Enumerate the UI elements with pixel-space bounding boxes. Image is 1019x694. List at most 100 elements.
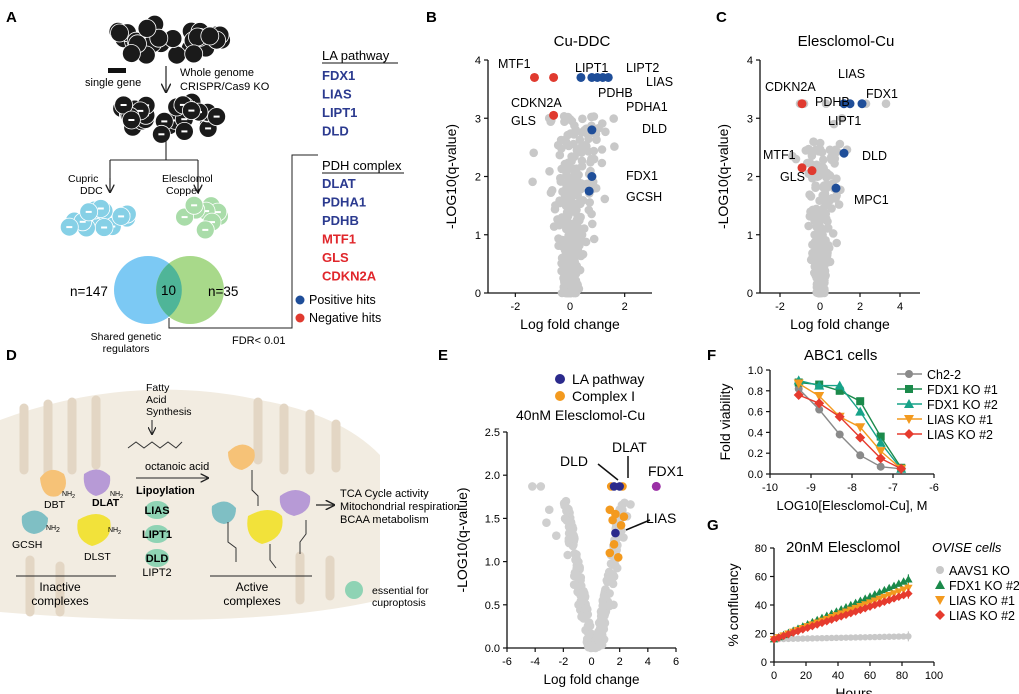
data-point bbox=[789, 628, 798, 637]
panel-label-f: F bbox=[707, 347, 716, 364]
dld-blob bbox=[145, 549, 169, 567]
background-gene-point bbox=[529, 148, 538, 158]
y-axis-label: -LOG10(q-value) bbox=[715, 124, 731, 229]
data-point bbox=[904, 399, 914, 408]
data-point bbox=[818, 634, 826, 642]
data-point bbox=[814, 392, 825, 401]
legend-label: LIAS KO #1 bbox=[927, 413, 993, 427]
positive-hit-point bbox=[831, 183, 841, 193]
cell bbox=[110, 23, 129, 43]
inactive-label-2: complexes bbox=[31, 594, 88, 608]
data-point bbox=[823, 634, 830, 642]
background-gene-point bbox=[566, 237, 575, 246]
y-axis-label: -LOG10(q-value) bbox=[443, 124, 459, 229]
cell-ko-mark bbox=[205, 127, 212, 130]
y-tick-label: 20 bbox=[755, 629, 767, 641]
cell-ko-mark bbox=[128, 119, 135, 121]
background-gene-point bbox=[808, 251, 818, 261]
lipoyl-arms bbox=[227, 470, 307, 569]
background-gene-point bbox=[828, 229, 838, 238]
y-tick-label: 0 bbox=[761, 657, 767, 669]
legend-label: LA pathway bbox=[572, 371, 644, 387]
background-gene-point bbox=[827, 204, 836, 213]
fatty-label-3: Synthesis bbox=[146, 406, 192, 418]
y-tick-label: 0.5 bbox=[485, 600, 500, 612]
dld-leader bbox=[597, 463, 619, 481]
complex-i-point bbox=[609, 540, 619, 549]
background-gene-point bbox=[598, 601, 607, 611]
shared-label-1: Shared genetic bbox=[91, 331, 162, 343]
octanoic-chain bbox=[127, 441, 183, 449]
data-point bbox=[885, 583, 894, 592]
background-gene-point bbox=[589, 112, 599, 121]
cell-cluster-ko bbox=[112, 92, 227, 144]
x-tick-label: 2 bbox=[617, 656, 623, 668]
data-point bbox=[875, 587, 884, 596]
cell bbox=[137, 18, 157, 38]
legend-label: LIAS KO #2 bbox=[927, 428, 993, 442]
nh2-label-gcsh: NH bbox=[46, 525, 56, 532]
x-tick-label: 6 bbox=[673, 656, 679, 668]
legend-label: LIAS KO #1 bbox=[949, 594, 1015, 608]
x-tick-label: 4 bbox=[897, 301, 903, 313]
y-tick-label: 2 bbox=[747, 172, 753, 184]
cell-ko-mark bbox=[214, 211, 221, 214]
background-gene-point bbox=[566, 527, 576, 537]
data-point bbox=[835, 386, 844, 395]
legend-label: Ch2-2 bbox=[927, 368, 961, 382]
background-gene-point bbox=[881, 99, 891, 108]
lias-blob bbox=[145, 501, 169, 519]
x-tick-label: 2 bbox=[857, 301, 863, 313]
data-point bbox=[894, 579, 903, 587]
dlat-protein bbox=[83, 469, 111, 496]
background-gene-point bbox=[605, 601, 614, 611]
background-gene-point bbox=[586, 158, 595, 167]
data-point bbox=[834, 380, 845, 390]
active-complexes bbox=[211, 444, 311, 569]
dld-label: DLD bbox=[560, 453, 588, 469]
background-gene-point bbox=[569, 277, 578, 286]
data-point bbox=[834, 411, 845, 422]
background-gene-point bbox=[564, 505, 573, 514]
x-tick-label: -10 bbox=[762, 482, 778, 494]
background-gene-point bbox=[818, 183, 828, 192]
gene-neg-gls: GLS bbox=[322, 250, 349, 265]
background-gene-point bbox=[561, 201, 571, 211]
data-point bbox=[835, 430, 844, 439]
lias-label: LIAS bbox=[646, 510, 676, 526]
active-label-2: complexes bbox=[223, 594, 280, 608]
y-tick-label: 2 bbox=[475, 172, 481, 184]
background-gene-point bbox=[600, 194, 610, 204]
data-point bbox=[889, 581, 899, 589]
data-point bbox=[794, 384, 803, 393]
data-point bbox=[904, 415, 914, 424]
hit-label: PDHB bbox=[598, 86, 633, 100]
essential-label-1: essential for bbox=[372, 585, 429, 597]
hit-label: LIPT2 bbox=[626, 61, 659, 75]
dbt-protein bbox=[40, 469, 66, 497]
background-gene-point bbox=[546, 188, 556, 197]
x-axis-label: Hours bbox=[835, 685, 872, 694]
background-gene-point bbox=[565, 114, 575, 124]
venn-overlap bbox=[156, 263, 182, 317]
hit-label: PDHB bbox=[815, 95, 850, 109]
active-dlst bbox=[247, 510, 283, 544]
y-tick-label: 0.0 bbox=[485, 643, 500, 655]
chart-title: 40nM Elesclomol-Cu bbox=[516, 407, 645, 423]
nh2-sub-dlst: 2 bbox=[118, 530, 121, 536]
panel-label-c: C bbox=[716, 9, 727, 26]
data-point bbox=[886, 633, 893, 640]
data-point bbox=[855, 423, 866, 433]
background-gene-point bbox=[582, 142, 591, 151]
data-point bbox=[876, 462, 885, 471]
y-tick-label: 0 bbox=[747, 288, 753, 300]
background-gene-point bbox=[791, 154, 801, 164]
panel-d: Fatty Acid Synthesis octanoic acid Lipoy… bbox=[0, 382, 460, 620]
inactive-complexes: DBT DLAT GCSH DLST NH 2 NH 2 NH 2 NH 2 bbox=[12, 469, 123, 563]
x-tick-label: 4 bbox=[645, 656, 651, 668]
pdh-complex-header: PDH complex bbox=[322, 158, 402, 173]
nh2-sub-gcsh: 2 bbox=[56, 527, 60, 534]
cell-ko-mark bbox=[158, 133, 165, 136]
y-tick-label: 60 bbox=[755, 572, 767, 584]
